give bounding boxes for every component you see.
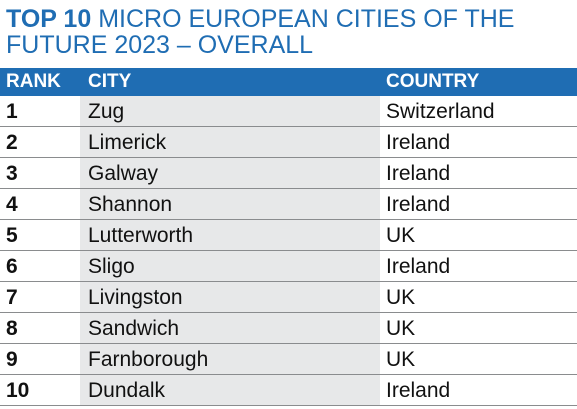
rank-value: 10: [6, 379, 30, 402]
city-name: Lutterworth: [88, 224, 194, 247]
row-divider: [0, 405, 577, 406]
rank-cell: 2: [0, 127, 80, 158]
page-title: TOP 10 MICRO EUROPEAN CITIES OF THE FUTU…: [6, 6, 571, 58]
title-bold: TOP 10: [6, 5, 92, 33]
city-name: Zug: [88, 100, 125, 123]
rank-cell: 6: [0, 251, 80, 282]
rankings-table: RANK CITY COUNTRY 1 Zug Switzerland 2 Limeri…: [0, 68, 577, 409]
city-cell: Farnborough: [80, 344, 380, 375]
country-name: Ireland: [386, 131, 451, 154]
row-divider: [0, 126, 577, 127]
city-cell: Dundalk: [80, 375, 380, 406]
city-cell: Sligo: [80, 251, 380, 282]
table-row: 2 Limerick Ireland: [0, 127, 577, 158]
country-cell: Switzerland: [380, 96, 577, 127]
city-name: Sandwich: [88, 317, 180, 340]
rank-cell: 3: [0, 158, 80, 189]
rank-value: 2: [6, 131, 18, 154]
city-cell: Limerick: [80, 127, 380, 158]
country-cell: UK: [380, 220, 577, 251]
city-cell: Lutterworth: [80, 220, 380, 251]
title-line2: FUTURE 2023 – OVERALL: [6, 31, 314, 59]
row-divider: [0, 250, 577, 251]
country-name: UK: [386, 224, 416, 247]
country-cell: UK: [380, 344, 577, 375]
country-name: UK: [386, 286, 416, 309]
table-row: 8 Sandwich UK: [0, 313, 577, 344]
rank-value: 8: [6, 317, 18, 340]
country-name: Ireland: [386, 255, 451, 278]
country-name: UK: [386, 317, 416, 340]
rank-cell: 4: [0, 189, 80, 220]
country-cell: Ireland: [380, 375, 577, 406]
city-name: Galway: [88, 162, 159, 185]
rank-cell: 1: [0, 96, 80, 127]
city-cell: Zug: [80, 96, 380, 127]
table-row: 6 Sligo Ireland: [0, 251, 577, 282]
header-rank: RANK: [6, 71, 61, 92]
country-name: Ireland: [386, 162, 451, 185]
rank-value: 5: [6, 224, 18, 247]
country-cell: UK: [380, 313, 577, 344]
rank-cell: 7: [0, 282, 80, 313]
city-cell: Shannon: [80, 189, 380, 220]
country-name: Ireland: [386, 379, 451, 402]
rank-value: 3: [6, 162, 18, 185]
row-divider: [0, 312, 577, 313]
title-line1: MICRO EUROPEAN CITIES OF THE: [91, 5, 515, 33]
rank-cell: 9: [0, 344, 80, 375]
country-cell: Ireland: [380, 189, 577, 220]
city-cell: Sandwich: [80, 313, 380, 344]
city-name: Limerick: [88, 131, 167, 154]
rank-value: 1: [6, 100, 18, 123]
country-cell: Ireland: [380, 158, 577, 189]
city-name: Dundalk: [88, 379, 166, 402]
city-name: Shannon: [88, 193, 173, 216]
city-cell: Galway: [80, 158, 380, 189]
city-name: Sligo: [88, 255, 135, 278]
country-name: Ireland: [386, 193, 451, 216]
row-divider: [0, 281, 577, 282]
rank-value: 6: [6, 255, 18, 278]
table-row: 1 Zug Switzerland: [0, 96, 577, 127]
header-country: COUNTRY: [386, 71, 480, 92]
rank-cell: 10: [0, 375, 80, 406]
city-name: Livingston: [88, 286, 183, 309]
rank-value: 9: [6, 348, 18, 371]
row-divider: [0, 157, 577, 158]
country-cell: UK: [380, 282, 577, 313]
rank-value: 4: [6, 193, 18, 216]
country-cell: Ireland: [380, 251, 577, 282]
table-row: 10 Dundalk Ireland: [0, 375, 577, 406]
city-name: Farnborough: [88, 348, 209, 371]
table-row: 4 Shannon Ireland: [0, 189, 577, 220]
row-divider: [0, 343, 577, 344]
row-divider: [0, 219, 577, 220]
header-city: CITY: [88, 71, 132, 92]
row-divider: [0, 374, 577, 375]
table-row: 5 Lutterworth UK: [0, 220, 577, 251]
rank-cell: 8: [0, 313, 80, 344]
city-cell: Livingston: [80, 282, 380, 313]
country-name: UK: [386, 348, 416, 371]
country-cell: Ireland: [380, 127, 577, 158]
table-row: 3 Galway Ireland: [0, 158, 577, 189]
row-divider: [0, 188, 577, 189]
rank-value: 7: [6, 286, 18, 309]
rank-cell: 5: [0, 220, 80, 251]
table-row: 9 Farnborough UK: [0, 344, 577, 375]
table-header: RANK CITY COUNTRY: [0, 68, 577, 96]
table-row: 7 Livingston UK: [0, 282, 577, 313]
country-name: Switzerland: [386, 100, 495, 123]
